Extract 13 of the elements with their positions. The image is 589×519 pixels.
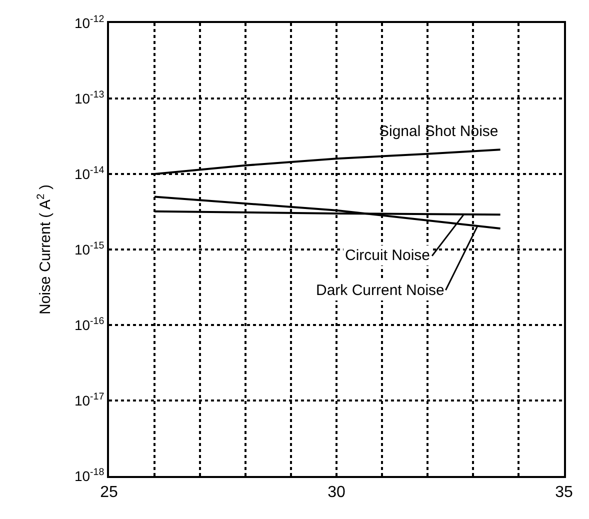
y-tick-label: 10$^{-18}$	[74, 467, 105, 484]
x-tick-label: 35	[555, 484, 573, 502]
x-tick-label: 30	[328, 484, 346, 502]
y-tick-label: 10$^{-15}$	[74, 240, 105, 258]
text: Circuit Noise	[345, 247, 430, 264]
y-tick-label: 10$^{-16}$	[74, 316, 105, 333]
x-tick-label: 25	[100, 484, 118, 502]
y-tick-label: 10$^{-14}$	[74, 165, 105, 182]
series-label: Signal Shot Noise	[379, 123, 498, 140]
y-tick-label: 10$^{-17}$	[74, 392, 104, 408]
y-tick-label: 10$^{-13}$	[74, 90, 105, 106]
y-tick-label: 10$^{-12}$	[74, 14, 104, 31]
text: Dark Current Noise	[316, 282, 444, 299]
